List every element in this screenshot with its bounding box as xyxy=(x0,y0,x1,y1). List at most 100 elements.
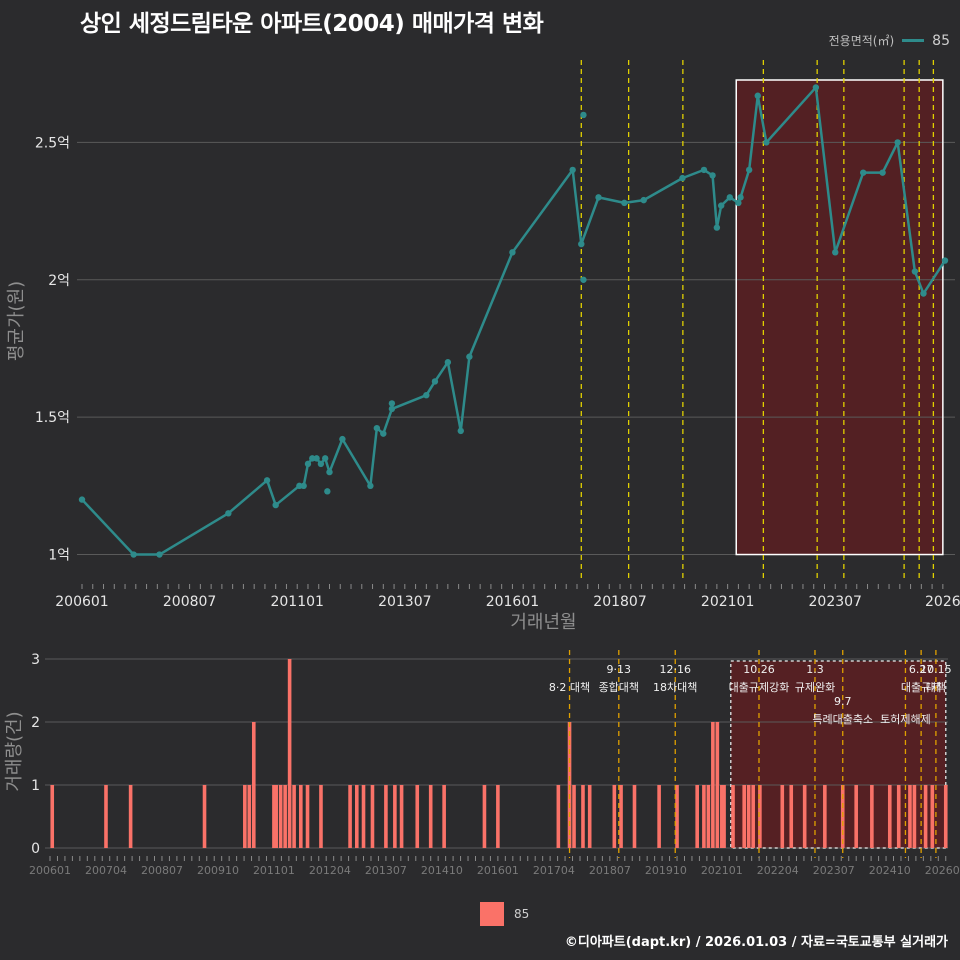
volume-bar xyxy=(715,722,720,848)
policy-date-label: 12·16 xyxy=(659,663,691,676)
x-tick-label: 200807 xyxy=(141,864,183,877)
x-tick-label: 201204 xyxy=(309,864,351,877)
x-tick-label: 202101 xyxy=(701,594,754,610)
volume-bar xyxy=(923,785,928,848)
y-tick-label: 2억 xyxy=(48,273,70,289)
volume-bar xyxy=(746,785,751,848)
x-tick-label: 201807 xyxy=(589,864,631,877)
y-axis-label: 평균가(원) xyxy=(6,281,27,361)
x-tick-label: 201307 xyxy=(365,864,407,877)
policy-date-label: 1.3 xyxy=(806,663,824,676)
x-tick-label: 200601 xyxy=(55,594,108,610)
volume-bar xyxy=(482,785,487,848)
price-point xyxy=(920,290,927,297)
x-tick-label: 201307 xyxy=(378,594,431,610)
volume-bar xyxy=(823,785,827,848)
y-tick-label: 1억 xyxy=(48,548,70,564)
volume-bar xyxy=(720,785,724,848)
price-point xyxy=(832,249,839,256)
volume-bar xyxy=(587,785,592,848)
volume-bar xyxy=(393,785,397,848)
price-point xyxy=(763,139,770,146)
volume-bar xyxy=(128,785,133,848)
x-tick-label: 202601 xyxy=(925,864,960,877)
legend-title: 전용면적(㎡) xyxy=(828,34,895,48)
price-point xyxy=(272,501,279,509)
price-point xyxy=(941,257,949,264)
price-point xyxy=(640,196,647,204)
price-point xyxy=(754,92,761,99)
volume-bar xyxy=(802,785,807,848)
y-tick-label: 2 xyxy=(31,715,40,731)
volume-bar xyxy=(943,785,948,848)
volume-bar xyxy=(274,785,278,848)
price-point xyxy=(324,488,331,495)
volume-bar xyxy=(908,785,912,848)
volume-bar xyxy=(930,785,935,848)
volume-bar xyxy=(706,785,711,848)
price-point xyxy=(580,111,587,119)
price-point xyxy=(263,477,271,484)
highlight-border xyxy=(735,79,944,556)
policy-text-label: 규제완화 xyxy=(795,681,835,694)
legend-bar-swatch xyxy=(480,902,504,926)
price-point xyxy=(894,139,901,146)
volume-bar xyxy=(287,659,292,848)
volume-bar xyxy=(415,785,420,848)
volume-bar xyxy=(202,785,207,848)
price-point xyxy=(679,174,686,182)
x-tick-label: 200807 xyxy=(163,594,216,610)
price-point xyxy=(735,199,742,207)
x-tick-label: 201807 xyxy=(593,594,646,610)
policy-text-label: 종합대책 xyxy=(599,681,639,694)
policy-text-label: 대출규제강화 xyxy=(729,681,790,694)
policy-date-label: 9·13 xyxy=(607,663,632,676)
price-point xyxy=(373,424,381,432)
footer-credit: ©디아파트(dapt.kr) / 2026.01.03 / 자료=국토교통부 실… xyxy=(564,935,948,950)
volume-bar xyxy=(758,785,762,848)
price-point xyxy=(466,353,473,360)
price-point xyxy=(717,202,725,209)
policy-date-label: 9.7 xyxy=(834,695,852,708)
volume-bar xyxy=(789,785,794,848)
price-point xyxy=(580,276,587,283)
volume-bar xyxy=(251,722,256,848)
volume-bar xyxy=(361,785,366,848)
x-tick-label: 200601 xyxy=(29,864,71,877)
x-tick-label: 200704 xyxy=(85,864,127,877)
price-point xyxy=(225,510,232,517)
y-axis-label: 거래량(건) xyxy=(4,711,25,791)
y-tick-label: 2.5억 xyxy=(35,135,70,151)
x-tick-label: 201101 xyxy=(253,864,295,877)
price-point xyxy=(737,194,744,201)
x-tick-label: 202101 xyxy=(701,864,743,877)
price-point xyxy=(879,169,886,176)
price-point xyxy=(130,551,137,558)
policy-text-label: 토허제해제 xyxy=(880,712,931,726)
x-tick-label: 202307 xyxy=(809,594,862,610)
price-point xyxy=(321,455,329,462)
price-point xyxy=(388,400,396,407)
volume-bar xyxy=(384,785,388,848)
volume-bar xyxy=(104,785,108,848)
y-tick-label: 1 xyxy=(31,778,40,794)
y-tick-label: 3 xyxy=(31,652,40,668)
price-point xyxy=(317,460,325,468)
y-tick-label: 0 xyxy=(31,841,40,857)
x-tick-label: 202307 xyxy=(813,864,855,877)
volume-bar xyxy=(912,785,917,848)
volume-bar xyxy=(572,785,576,848)
price-point xyxy=(78,496,86,503)
volume-bar xyxy=(581,785,585,848)
x-tick-label: 201601 xyxy=(477,864,519,877)
volume-bar xyxy=(731,785,735,848)
volume-bar xyxy=(305,785,310,848)
volume-bar xyxy=(619,785,623,848)
highlight-region xyxy=(736,80,943,555)
policy-date-label: 6.27 xyxy=(909,663,934,676)
volume-bar xyxy=(556,785,561,848)
volume-bar xyxy=(428,785,433,848)
price-point xyxy=(300,482,307,490)
volume-bar xyxy=(247,785,252,848)
